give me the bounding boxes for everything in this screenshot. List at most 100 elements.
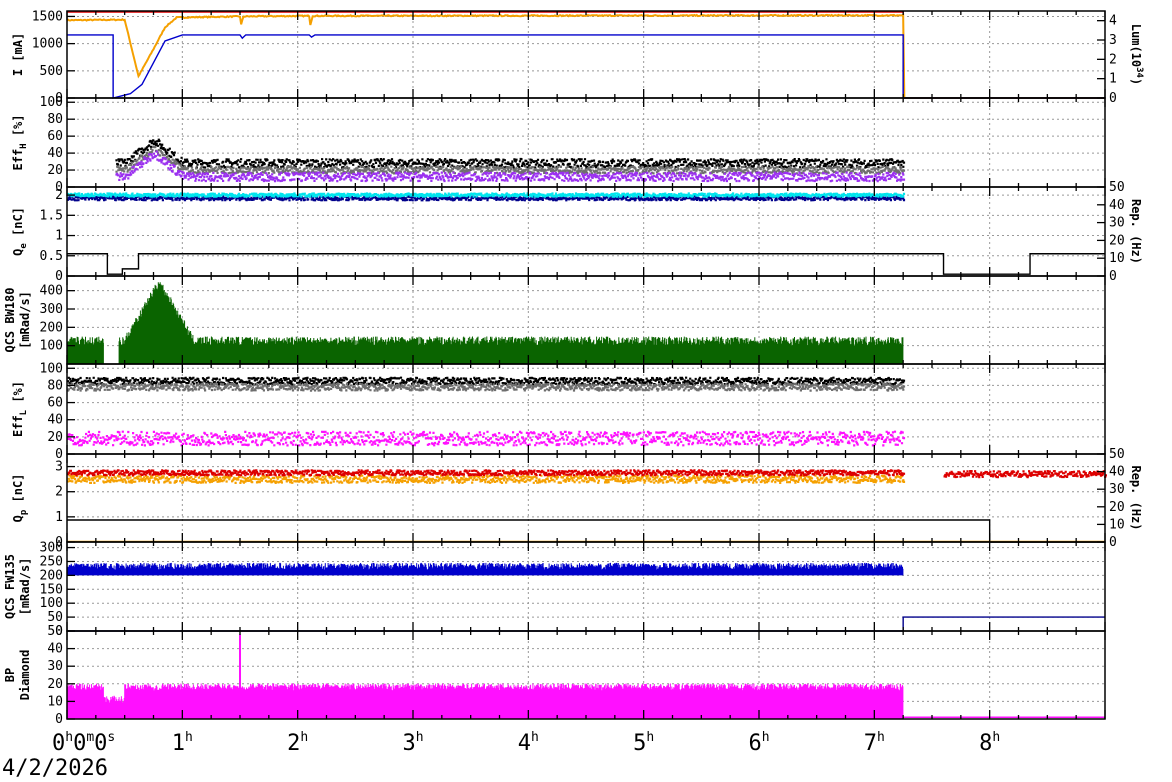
y-axis-label: QCS BW180	[3, 287, 17, 352]
y-tick-label: 0	[55, 180, 63, 195]
y-tick-label: 20	[47, 430, 63, 445]
y-tick-label: 3	[55, 460, 63, 475]
y2-tick-label: 4	[1109, 14, 1117, 29]
y-tick-label: 150	[40, 582, 63, 597]
series-qe-0	[67, 195, 906, 202]
y-tick-label: 0	[55, 447, 63, 462]
x-tick-label: 8h	[979, 730, 1000, 756]
y-tick-label: 2	[55, 188, 63, 203]
y-axis-label: BP	[3, 668, 17, 682]
y-tick-label: 1	[55, 229, 63, 244]
y2-tick-label: 0	[1109, 535, 1117, 550]
y-tick-label: 80	[47, 378, 63, 393]
series-qe-1	[67, 192, 906, 198]
series-current-0	[67, 11, 1105, 99]
y-tick-label: 20	[47, 677, 63, 692]
y-tick-label: 0	[55, 269, 63, 284]
y-axis-label: Qp [nC]	[11, 474, 29, 523]
y-tick-label: 100	[40, 95, 63, 110]
series-qcs180-0	[66, 282, 904, 364]
x-tick-label: 3h	[402, 730, 423, 756]
y-tick-label: 20	[47, 163, 63, 178]
y-tick-label: 200	[40, 568, 63, 583]
y-tick-label: 2	[55, 485, 63, 500]
y2-axis-label: Rep. (Hz)	[1129, 465, 1143, 530]
y-tick-label: 100	[40, 596, 63, 611]
x-tick-label: 2h	[287, 730, 308, 756]
y-tick-label: 60	[47, 396, 63, 411]
y-axis-label-line2: Diamond	[18, 650, 32, 701]
panel-frame	[66, 10, 1106, 99]
y2-tick-label: 50	[1109, 447, 1125, 462]
y-tick-label: 1000	[32, 37, 63, 52]
x-tick-label: 1h	[172, 730, 193, 756]
y2-tick-label: 50	[1109, 180, 1125, 195]
y-tick-label: 300	[40, 541, 63, 556]
y2-tick-label: 2	[1109, 52, 1117, 67]
y2-tick-label: 40	[1109, 198, 1125, 213]
y-axis-label: I [mA]	[11, 33, 25, 76]
y-tick-label: 40	[47, 642, 63, 657]
y-tick-label: 0	[55, 535, 63, 550]
series-qp-0	[67, 474, 906, 484]
series-qp-2	[943, 470, 1107, 479]
series-effL-0	[67, 376, 906, 386]
y2-axis-label: Lum(1034)	[1129, 24, 1144, 85]
y-tick-label: 40	[47, 146, 63, 161]
y2-tick-label: 10	[1109, 251, 1125, 266]
y2-tick-label: 0	[1109, 91, 1117, 106]
y-tick-label: 200	[40, 320, 63, 335]
series-effL-2	[67, 430, 906, 447]
y-tick-label: 60	[47, 129, 63, 144]
y-tick-label: 1	[55, 510, 63, 525]
y-tick-label: 1.5	[40, 208, 63, 223]
series-qp-1	[67, 469, 906, 477]
y-tick-label: 250	[40, 554, 63, 569]
y-tick-label: 30	[47, 659, 63, 674]
series-current-1	[66, 13, 1105, 99]
y-axis-label: EffL [%]	[11, 381, 29, 437]
y-tick-label: 300	[40, 302, 63, 317]
panel-frame	[66, 453, 1106, 543]
y2-tick-label: 0	[1109, 269, 1117, 284]
series-bp-0	[66, 634, 904, 719]
y2-tick-label: 1	[1109, 72, 1117, 87]
y-tick-label: 100	[40, 361, 63, 376]
y2-tick-label: 3	[1109, 33, 1117, 48]
series-effH-0	[115, 138, 906, 169]
series-effL-1	[67, 382, 906, 392]
y-tick-label: 10	[47, 694, 63, 709]
y-axis-label: QCS FW135	[3, 554, 17, 619]
y-tick-label: 500	[40, 64, 63, 79]
y2-tick-label: 20	[1109, 500, 1125, 515]
y-tick-label: 50	[47, 624, 63, 639]
x-tick-label: 0h0m0s	[52, 730, 115, 756]
series-effH-2	[115, 150, 906, 183]
y-tick-label: 0	[55, 712, 63, 727]
y2-tick-label: 10	[1109, 517, 1125, 532]
x-tick-label: 6h	[748, 730, 769, 756]
y2-tick-label: 40	[1109, 465, 1125, 480]
y2-tick-label: 30	[1109, 216, 1125, 231]
y-axis-label-line2: [mRad/s]	[18, 558, 32, 616]
y-tick-label: 0	[55, 91, 63, 106]
x-tick-label: 4h	[518, 730, 539, 756]
x-tick-label: 7h	[864, 730, 885, 756]
y-axis-label: Qe [nC]	[11, 207, 29, 256]
y2-tick-label: 20	[1109, 233, 1125, 248]
y-tick-label: 1500	[32, 9, 63, 24]
y-tick-label: 400	[40, 284, 63, 299]
y2-axis-label: Rep. (Hz)	[1129, 199, 1143, 264]
y-axis-label: EffH [%]	[11, 114, 29, 170]
y-tick-label: 50	[47, 610, 63, 625]
y-tick-label: 80	[47, 112, 63, 127]
series-qcs135-0	[66, 562, 904, 576]
y2-tick-label: 30	[1109, 482, 1125, 497]
x-tick-label: 5h	[633, 730, 654, 756]
y-tick-label: 0	[55, 624, 63, 639]
y-tick-label: 0.5	[40, 249, 63, 264]
y-tick-label: 40	[47, 413, 63, 428]
date-label: 4/2/2026	[2, 756, 108, 781]
y-tick-label: 100	[40, 339, 63, 354]
